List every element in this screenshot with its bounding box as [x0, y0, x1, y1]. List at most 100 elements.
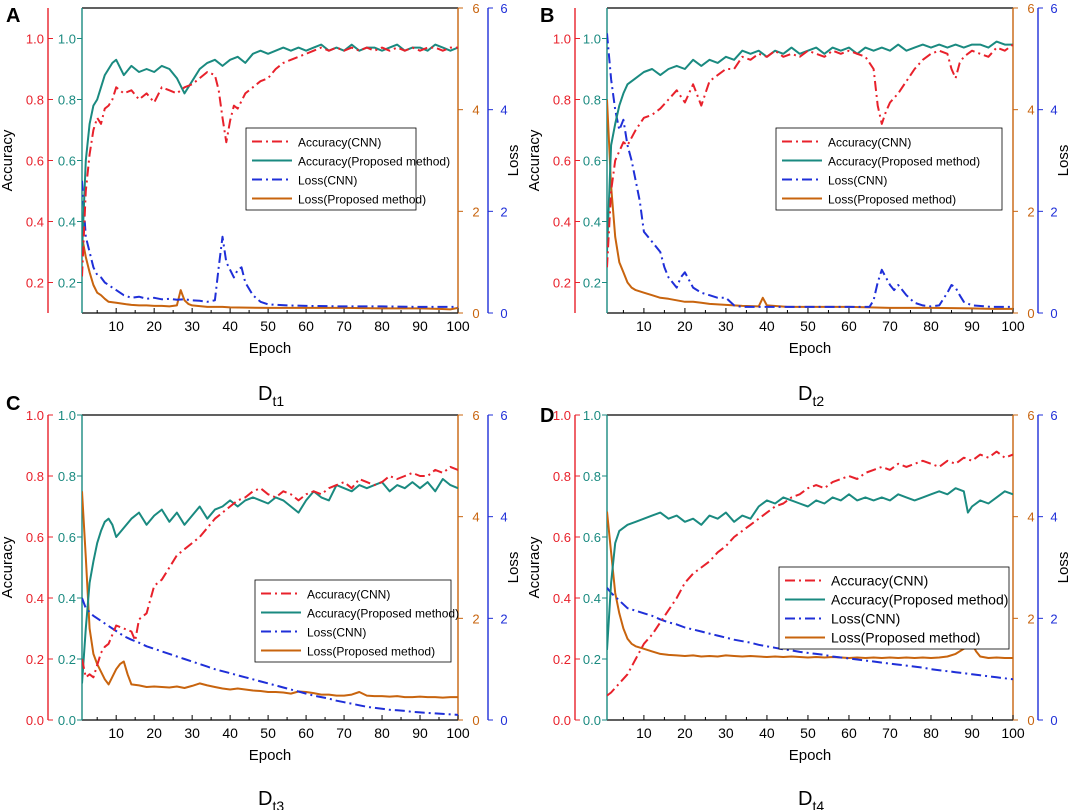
y-teal-tick-label: 0.4: [58, 215, 76, 230]
legend: Accuracy(CNN) Accuracy(Proposed method) Lo…: [778, 566, 1010, 650]
x-tick-label: 60: [841, 725, 857, 741]
y-teal-tick-label: 0.2: [58, 652, 76, 667]
legend-label: Accuracy(Proposed method): [298, 155, 450, 169]
panel-letter: B: [540, 5, 554, 27]
x-tick-label: 80: [374, 725, 390, 741]
y2-blue-tick-label: 0: [1050, 306, 1057, 321]
x-tick-label: 80: [923, 318, 939, 334]
y-teal-tick-label: 0.2: [583, 276, 601, 291]
y2-orange-tick-label: 2: [1027, 611, 1034, 626]
y-red-tick-label: 0.2: [26, 652, 44, 667]
x-tick-label: 20: [146, 725, 162, 741]
series-line-accuracy-proposed-method: [82, 43, 458, 253]
y-teal-tick-label: 0.6: [583, 530, 601, 545]
y-red-tick-label: 0.4: [26, 215, 44, 230]
x-tick-label: 90: [412, 318, 428, 334]
y-red-tick-label: 0.6: [26, 154, 44, 169]
legend: Accuracy(CNN) Accuracy(Proposed method) Lo…: [245, 127, 450, 211]
series-line-accuracy-cnn: [607, 450, 1013, 697]
panel-title-subscript: t3: [272, 798, 284, 810]
panel-title: Dt2: [798, 383, 824, 409]
y-axis-title: Accuracy: [0, 129, 16, 191]
y-red-tick-label: 1.0: [553, 408, 571, 423]
y-teal-tick-label: 1.0: [58, 408, 76, 423]
y-red-tick-label: 0.8: [553, 93, 571, 108]
y2-blue-tick-label: 6: [500, 1, 507, 16]
x-tick-label: 40: [759, 318, 775, 334]
y-red-tick-label: 0.4: [553, 591, 571, 606]
y2-axis-title: Loss: [1055, 145, 1072, 177]
x-tick-label: 30: [718, 318, 734, 334]
y2-orange-tick-label: 0: [472, 713, 479, 728]
x-tick-label: 30: [718, 725, 734, 741]
legend-label: Accuracy(CNN): [298, 136, 381, 150]
x-tick-label: 100: [446, 725, 470, 741]
y2-orange-tick-label: 4: [1027, 103, 1034, 118]
y-teal-tick-label: 0.0: [58, 713, 76, 728]
y2-blue-tick-label: 0: [500, 306, 507, 321]
y2-orange-tick-label: 2: [472, 611, 479, 626]
y-red-tick-label: 0.4: [26, 591, 44, 606]
series-line-loss-cnn: [82, 180, 458, 308]
y2-orange-tick-label: 6: [1027, 408, 1034, 423]
panel-letter: C: [6, 393, 20, 415]
x-tick-label: 30: [184, 318, 200, 334]
y2-blue-tick-label: 4: [500, 510, 507, 525]
series-line-loss-cnn: [607, 587, 1013, 681]
series-line-accuracy-cnn: [607, 43, 1013, 268]
y-red-tick-label: 0.0: [26, 713, 44, 728]
legend-label: Accuracy(CNN): [307, 588, 390, 602]
x-tick-label: 70: [336, 318, 352, 334]
y-teal-tick-label: 0.6: [58, 530, 76, 545]
y-red-tick-label: 0.6: [553, 530, 571, 545]
y-red-tick-label: 0.2: [553, 276, 571, 291]
x-tick-label: 80: [374, 318, 390, 334]
y-teal-tick-label: 0.8: [58, 469, 76, 484]
x-axis-title: Epoch: [789, 747, 832, 764]
y2-blue-tick-label: 2: [1050, 204, 1057, 219]
y-red-tick-label: 0.6: [553, 154, 571, 169]
x-tick-label: 90: [964, 318, 980, 334]
legend: Accuracy(CNN) Accuracy(Proposed method) Lo…: [254, 579, 459, 663]
legend-label: Accuracy(Proposed method): [828, 155, 980, 169]
legend-box: [775, 127, 1003, 211]
y2-blue-tick-label: 4: [1050, 510, 1057, 525]
panel-title: Dt1: [258, 383, 284, 409]
panel-title: Dt4: [798, 788, 824, 810]
y-red-tick-label: 0.8: [26, 469, 44, 484]
x-tick-label: 50: [260, 318, 276, 334]
x-tick-label: 70: [336, 725, 352, 741]
legend-label: Loss(Proposed method): [828, 193, 956, 207]
legend-label: Accuracy(Proposed method): [307, 607, 459, 621]
y-teal-tick-label: 0.2: [58, 276, 76, 291]
y2-orange-tick-label: 4: [472, 510, 479, 525]
panel-title-main: D: [258, 383, 272, 405]
y-teal-tick-label: 0.6: [58, 154, 76, 169]
x-tick-label: 90: [412, 725, 428, 741]
x-tick-label: 60: [841, 318, 857, 334]
panel-c: C10 20 30 40 50 60 70 80 90 1000.00.20.40.60.81.0…: [0, 393, 522, 810]
panel-title-main: D: [258, 788, 272, 810]
y-teal-tick-label: 0.2: [583, 652, 601, 667]
x-tick-label: 60: [298, 318, 314, 334]
y2-orange-tick-label: 2: [1027, 204, 1034, 219]
y-teal-tick-label: 0.6: [583, 154, 601, 169]
y2-blue-tick-label: 6: [1050, 408, 1057, 423]
y2-orange-tick-label: 4: [472, 103, 479, 118]
series-line-loss-cnn: [607, 33, 1013, 308]
legend-label: Loss(CNN): [831, 611, 900, 627]
panel-title-subscript: t2: [812, 393, 824, 409]
y2-orange-tick-label: 0: [1027, 713, 1034, 728]
series-line-loss-proposed-method: [607, 511, 1013, 659]
y-axis-title: Accuracy: [526, 536, 543, 598]
series-line-accuracy-cnn: [82, 46, 458, 277]
x-tick-label: 40: [222, 725, 238, 741]
y-red-tick-label: 1.0: [553, 32, 571, 47]
x-axis-title: Epoch: [249, 340, 292, 357]
panel-title: Dt3: [258, 788, 284, 810]
legend-label: Loss(CNN): [828, 174, 887, 188]
x-tick-label: 90: [964, 725, 980, 741]
y2-blue-tick-label: 2: [500, 611, 507, 626]
y-red-tick-label: 0.8: [553, 469, 571, 484]
